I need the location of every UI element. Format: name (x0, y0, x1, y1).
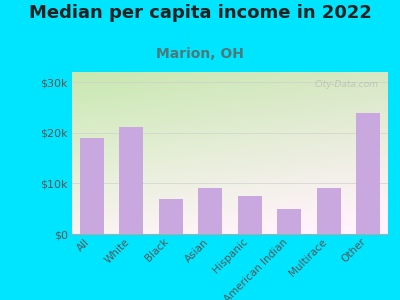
Bar (356, 112, 380, 234)
Bar (159, 199, 182, 234)
Bar (198, 188, 222, 234)
Bar (120, 127, 143, 234)
Bar (278, 209, 301, 234)
Bar (238, 196, 262, 234)
Bar (317, 188, 340, 234)
Bar (80, 138, 104, 234)
Text: Marion, OH: Marion, OH (156, 46, 244, 61)
Text: Median per capita income in 2022: Median per capita income in 2022 (28, 4, 372, 22)
Text: City-Data.com: City-Data.com (314, 80, 378, 89)
